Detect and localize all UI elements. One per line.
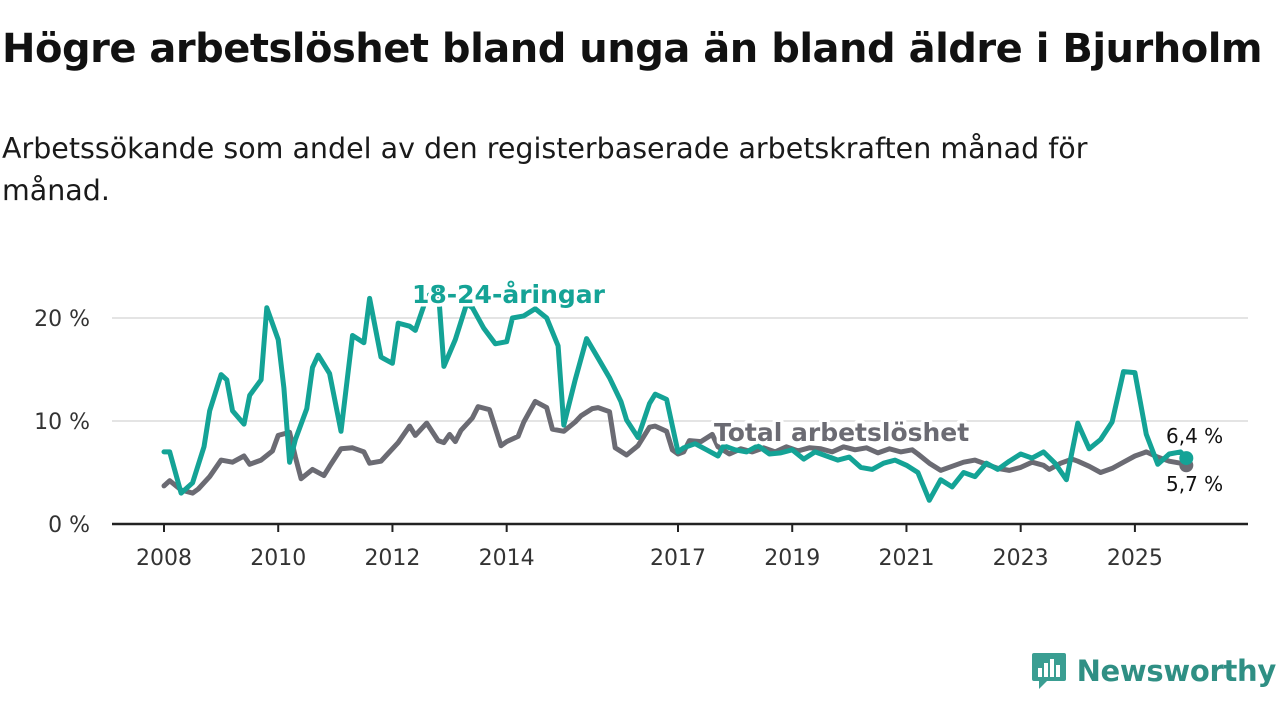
y-tick-label: 0 % — [48, 513, 90, 538]
youth-series-label: 18-24-åringar — [412, 280, 606, 309]
total-series-line — [161, 398, 1189, 496]
youth-end-point — [1179, 451, 1194, 466]
y-axis-tick-labels: 0 % 10 % 20 % — [34, 307, 90, 538]
youth-end-label: 6,4 % — [1166, 424, 1223, 448]
newsworthy-logo: Newsworthy — [1031, 652, 1276, 690]
y-tick-label: 10 % — [34, 410, 90, 435]
y-tick-label: 20 % — [34, 307, 90, 332]
x-tick-label: 2025 — [1107, 546, 1163, 571]
x-tick-label: 2008 — [136, 546, 192, 571]
x-tick-label: 2010 — [250, 546, 306, 571]
x-tick-label: 2017 — [650, 546, 706, 571]
total-series-label: Total arbetslöshet — [714, 418, 969, 447]
x-tick-label: 2021 — [878, 546, 934, 571]
x-tick-label: 2014 — [479, 546, 535, 571]
brand-name: Newsworthy — [1076, 654, 1277, 688]
total-end-label: 5,7 % — [1166, 472, 1223, 496]
x-axis: 2008 2010 2012 2014 2017 2019 2021 2023 2025 — [112, 522, 1248, 571]
youth-series-line — [161, 284, 1189, 503]
newsworthy-chart-icon — [1031, 653, 1066, 689]
chart-subtitle: Arbetssökande som andel av den registerb… — [2, 132, 1088, 207]
series-labels: Total arbetslöshet 18-24-åringar 6,4 % 5,7 … — [409, 277, 1226, 499]
series-lines — [161, 284, 1194, 503]
x-tick-label: 2019 — [764, 546, 820, 571]
x-tick-label: 2023 — [993, 546, 1049, 571]
chart-title: Högre arbetslöshet bland unga än bland ä… — [2, 26, 1263, 72]
x-tick-label: 2012 — [364, 546, 420, 571]
